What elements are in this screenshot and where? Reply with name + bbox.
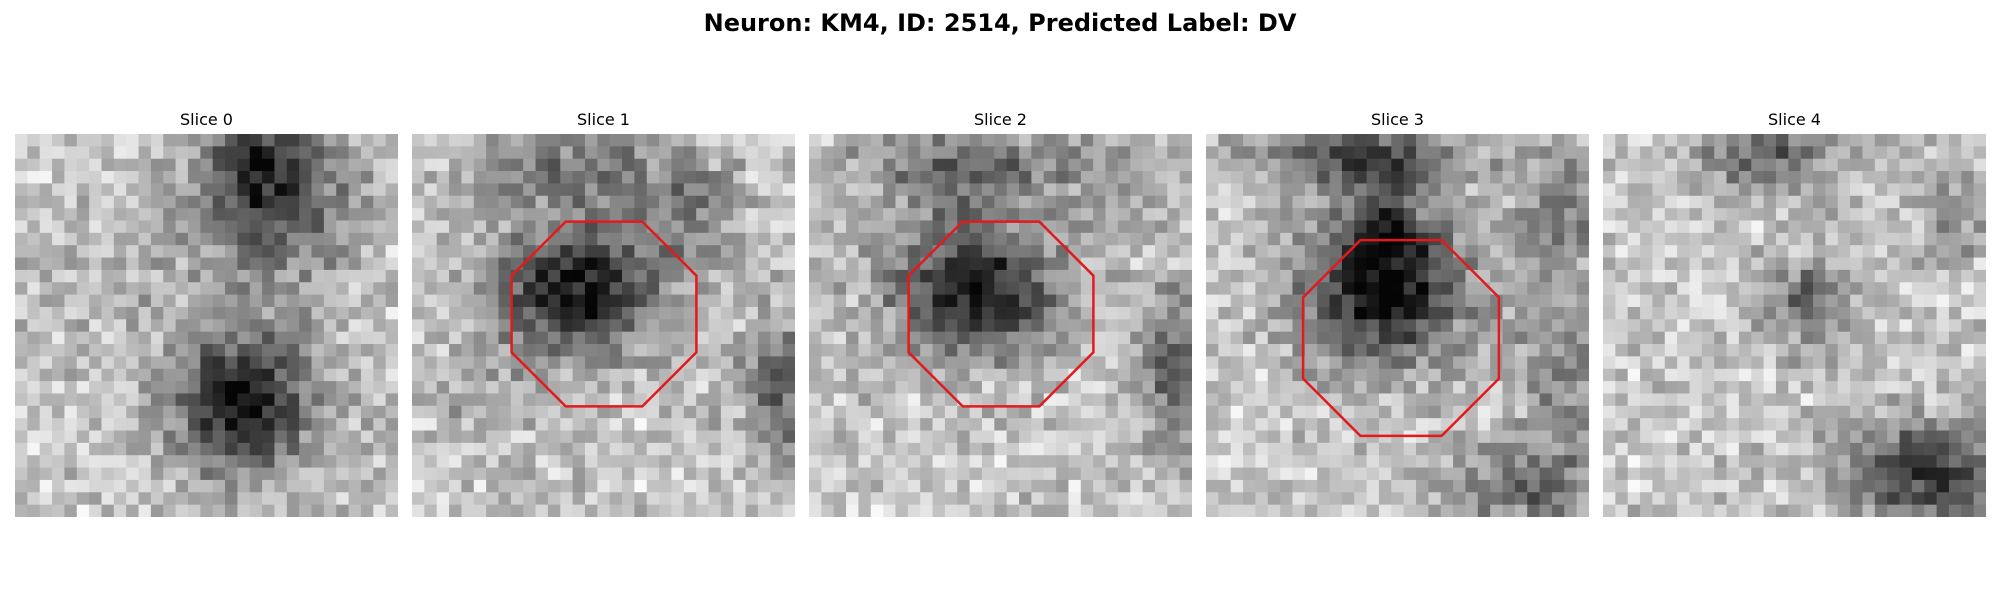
- roi-octagon-2: [907, 220, 1095, 408]
- slice-panel-0: Slice 0: [15, 106, 398, 517]
- slice-panel-1: Slice 1: [412, 106, 795, 517]
- slice-pixels-1: [412, 134, 795, 517]
- slice-title-3: Slice 3: [1371, 110, 1424, 129]
- slice-pixels-0: [15, 134, 398, 517]
- slice-pixels-3: [1206, 134, 1589, 517]
- slice-title-4: Slice 4: [1768, 110, 1821, 129]
- figure-title: Neuron: KM4, ID: 2514, Predicted Label: …: [703, 9, 1297, 37]
- roi-octagon-1: [510, 220, 698, 408]
- slice-panel-4: Slice 4: [1603, 106, 1986, 517]
- slice-image-4: [1603, 134, 1986, 517]
- slice-pixels-4: [1603, 134, 1986, 517]
- slice-image-3: [1206, 134, 1589, 517]
- slice-image-0: [15, 134, 398, 517]
- slice-panel-3: Slice 3: [1206, 106, 1589, 517]
- slice-pixels-2: [809, 134, 1192, 517]
- slice-image-2: [809, 134, 1192, 517]
- slice-panel-2: Slice 2: [809, 106, 1192, 517]
- slice-title-0: Slice 0: [180, 110, 233, 129]
- slice-image-1: [412, 134, 795, 517]
- slice-title-1: Slice 1: [577, 110, 630, 129]
- slice-title-2: Slice 2: [974, 110, 1027, 129]
- roi-octagon-3: [1301, 238, 1501, 438]
